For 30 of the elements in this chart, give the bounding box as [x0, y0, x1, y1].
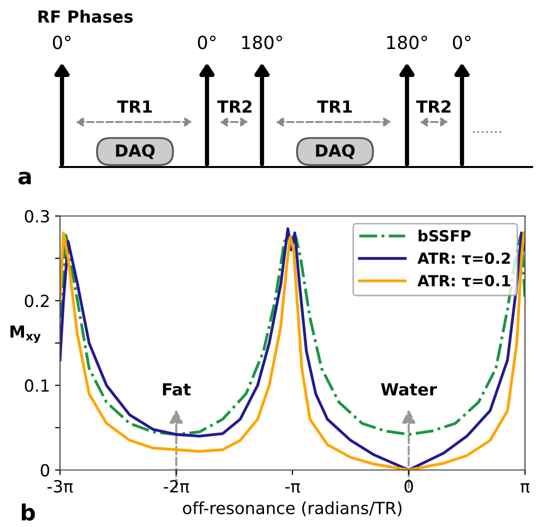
y-tick-label: 0.3	[24, 210, 49, 223]
y-tick-label: 0	[40, 464, 50, 477]
text: TR1	[317, 100, 352, 113]
x-tick-label: 0	[404, 480, 413, 493]
legend-label: ATR: τ=0.2	[417, 252, 510, 264]
text: TR2	[217, 100, 252, 113]
text: TR1	[117, 100, 152, 113]
annotation: Fat	[162, 383, 191, 396]
y-axis-title: M$_{xy}$	[10, 326, 41, 343]
text: DAQ	[316, 144, 355, 160]
x-axis-title: off-resonance (radians/TR)	[183, 501, 402, 516]
text: 0°	[52, 36, 71, 50]
text: 0°	[198, 36, 216, 50]
y-tick-label: 0.2	[24, 294, 49, 308]
legend-label: ATR: τ=0.1	[417, 274, 510, 286]
text: TR2	[416, 100, 450, 113]
x-tick-label: -π	[285, 483, 300, 493]
annotation: Water	[380, 383, 437, 396]
text: b	[22, 503, 35, 521]
y-tick-label: 0.1	[24, 379, 49, 392]
x-tick-label: -3π	[47, 480, 73, 493]
text: DAQ	[116, 144, 155, 160]
text: RF Phases	[38, 10, 133, 23]
text: 180°	[387, 36, 428, 50]
legend-label: bSSFP	[418, 230, 471, 242]
text: 0°	[452, 36, 471, 50]
x-tick-label: -2π	[164, 480, 190, 493]
x-tick-label: π	[520, 483, 530, 493]
text: a	[18, 172, 31, 184]
text: 180°	[242, 36, 282, 50]
